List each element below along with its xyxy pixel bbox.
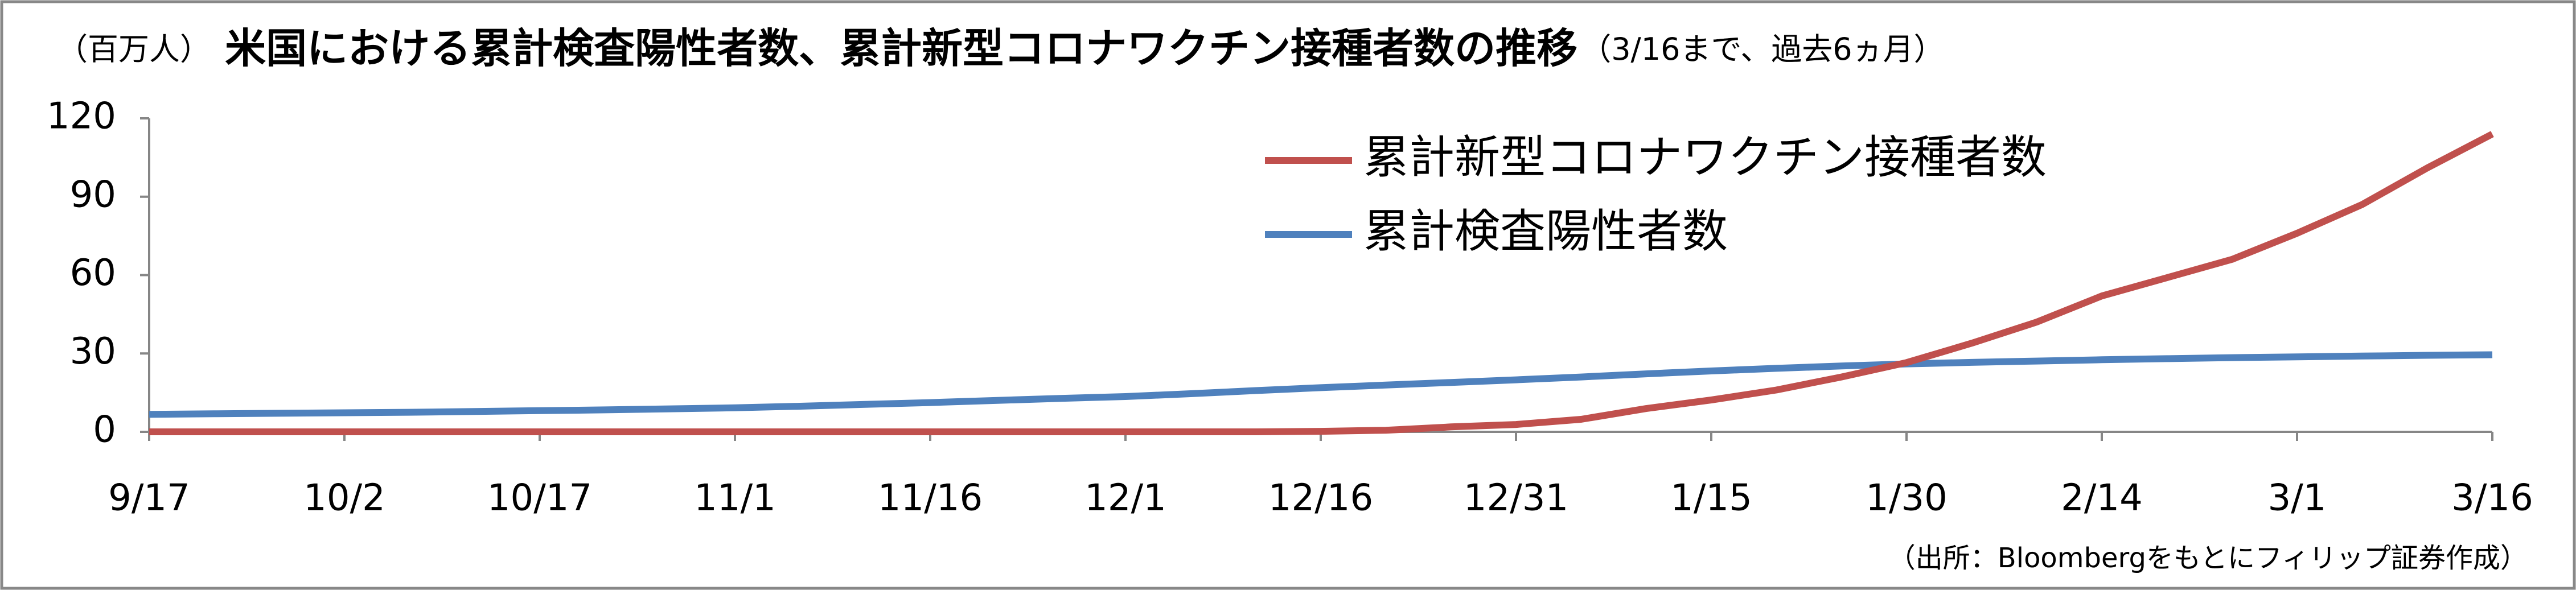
x-tick-label: 3/1: [2268, 477, 2327, 519]
title-note: （3/16まで、過去6ヵ月）: [1580, 31, 1944, 67]
y-tick-label: 30: [70, 331, 116, 373]
x-tick-label: 9/17: [108, 477, 190, 519]
chart-title: （百万人） 米国における累計検査陽性者数、累計新型コロナワクチン接種者数の推移 …: [57, 24, 1945, 72]
x-tick-label: 12/16: [1268, 477, 1373, 519]
x-tick-label: 11/1: [694, 477, 776, 519]
y-tick-label: 60: [70, 252, 116, 294]
legend-label: 累計新型コロナワクチン接種者数: [1363, 131, 2047, 184]
series-line: [149, 131, 2494, 435]
x-tick-label: 1/15: [1670, 477, 1752, 519]
title-main: 米国における累計検査陽性者数、累計新型コロナワクチン接種者数の推移: [225, 24, 1577, 72]
series-line: [149, 351, 2493, 418]
y-tick-label: 90: [70, 174, 116, 216]
x-tick-label: 12/1: [1084, 477, 1166, 519]
source-note: （出所：Bloombergをもとにフィリップ証券作成）: [1888, 542, 2528, 574]
x-tick-label: 2/14: [2061, 477, 2143, 519]
x-tick-label: 3/16: [2451, 477, 2533, 519]
x-tick-label: 10/17: [487, 477, 592, 519]
unit-label: （百万人）: [57, 31, 211, 67]
legend-label: 累計検査陽性者数: [1363, 205, 1728, 258]
y-tick-label: 120: [47, 96, 116, 138]
x-tick-label: 1/30: [1866, 477, 1948, 519]
x-tick-label: 12/31: [1464, 477, 1568, 519]
y-tick-label: 0: [93, 409, 116, 451]
x-tick-label: 10/2: [303, 477, 385, 519]
x-tick-label: 11/16: [878, 477, 983, 519]
